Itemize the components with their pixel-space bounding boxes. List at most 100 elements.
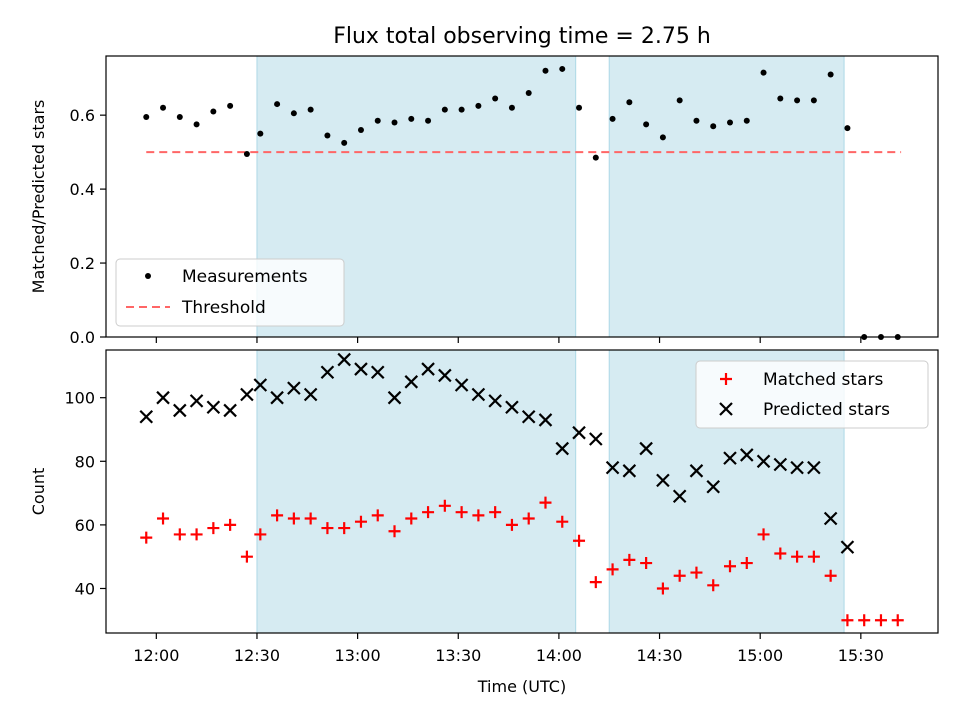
measurement-point <box>374 117 381 124</box>
y-axis-label: Matched/Predicted stars <box>29 100 48 294</box>
matched-point <box>505 518 518 531</box>
legend-label: Predicted stars <box>763 400 890 420</box>
measurement-point <box>475 102 482 109</box>
predicted-point <box>773 457 788 472</box>
x-tick-label: 14:30 <box>636 646 682 665</box>
matched-point <box>157 512 170 525</box>
y-tick-label: 100 <box>64 389 95 408</box>
predicted-point <box>337 352 351 367</box>
legend-label: Matched stars <box>763 370 883 390</box>
measurement-point <box>659 134 666 141</box>
measurement-point <box>357 126 364 133</box>
legend-label: Threshold <box>181 298 266 318</box>
predicted-point <box>555 441 570 456</box>
y-tick-label: 0.2 <box>70 254 95 273</box>
matched-point <box>190 528 203 541</box>
predicted-point <box>605 460 620 475</box>
measurement-point <box>243 150 250 157</box>
measurement-point <box>743 117 750 124</box>
measurement-point <box>307 106 314 113</box>
predicted-point <box>840 540 855 554</box>
y-tick-label: 40 <box>75 579 95 598</box>
matched-point <box>556 515 569 528</box>
y-axis-label: Count <box>29 468 48 516</box>
measurement-point <box>827 71 834 78</box>
measurement-point <box>626 99 633 106</box>
predicted-point <box>354 362 368 376</box>
measurement-point <box>274 101 281 108</box>
matched-point <box>573 534 586 547</box>
matched-point <box>824 569 837 582</box>
matched-point <box>589 576 602 589</box>
measurement-point <box>341 139 348 146</box>
predicted-point <box>521 409 536 424</box>
matched-point <box>606 563 619 576</box>
matched-point <box>240 550 253 563</box>
predicted-point <box>488 394 502 408</box>
matched-point <box>656 582 669 595</box>
matched-point <box>438 499 451 512</box>
predicted-point <box>156 390 170 405</box>
matched-point <box>207 522 220 535</box>
matched-point <box>405 512 418 525</box>
shaded-interval <box>256 349 577 634</box>
predicted-point <box>139 409 154 424</box>
predicted-point <box>639 441 653 456</box>
matched-point <box>371 509 384 522</box>
predicted-point <box>723 451 737 465</box>
measurement-point <box>143 114 150 121</box>
plot-frame <box>105 55 939 338</box>
y-tick-label: 0.6 <box>70 106 95 125</box>
measurement-point <box>693 117 700 124</box>
predicted-point <box>706 479 721 494</box>
matched-point <box>757 528 770 541</box>
y-tick-label: 0.0 <box>70 328 95 347</box>
measurement-point <box>441 106 448 113</box>
matched-point <box>858 614 871 627</box>
predicted-point <box>823 511 838 526</box>
matched-point <box>304 512 317 525</box>
legend-marker-predicted <box>719 402 733 416</box>
matched-point <box>271 509 284 522</box>
measurement-point <box>391 119 398 126</box>
x-tick-label: 12:30 <box>234 646 280 665</box>
predicted-point <box>189 394 204 408</box>
legend-marker-matched <box>720 373 732 385</box>
measurement-point <box>794 97 801 104</box>
matched-point <box>640 557 653 570</box>
measurement-point <box>643 121 650 128</box>
measurement-point <box>576 104 583 111</box>
matched-point <box>807 550 820 563</box>
matched-point <box>740 557 753 570</box>
predicted-point <box>404 375 419 389</box>
measurement-point <box>559 65 566 72</box>
measurement-point <box>290 110 297 117</box>
predicted-point <box>454 378 469 392</box>
legend-box <box>115 258 345 327</box>
x-tick-label: 15:30 <box>838 646 884 665</box>
matched-point <box>287 512 300 525</box>
measurement-point <box>176 114 183 121</box>
predicted-point <box>438 368 452 383</box>
predicted-point <box>672 489 687 504</box>
measurement-point <box>710 123 717 130</box>
matched-point <box>455 506 468 519</box>
matched-point <box>874 614 887 627</box>
measurement-point <box>844 125 851 132</box>
x-axis-label: Time (UTC) <box>477 677 566 696</box>
predicted-point <box>790 460 804 475</box>
matched-point <box>173 528 186 541</box>
predicted-point <box>253 378 268 392</box>
predicted-point <box>223 403 237 418</box>
predicted-point <box>270 390 284 405</box>
matched-point <box>707 579 720 592</box>
measurement-point <box>810 97 817 104</box>
predicted-point <box>589 432 603 446</box>
matched-point <box>472 509 485 522</box>
predicted-point <box>370 365 385 380</box>
measurement-point <box>257 130 264 137</box>
measurement-point <box>760 69 767 76</box>
measurement-point <box>542 67 549 74</box>
measurement-point <box>492 95 499 102</box>
matched-point <box>140 531 153 544</box>
